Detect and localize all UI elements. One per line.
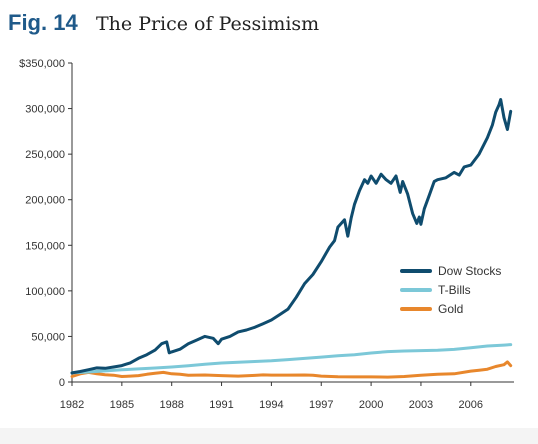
x-axis: 1982 1985 1988 1991 1994 1997 2000 2003 2006 <box>60 381 514 411</box>
y-tick-label: 50,000 <box>31 331 65 343</box>
plot-area: 0 50,000 100,000 150,000 200,000 250,000 300,0… <box>19 58 514 411</box>
legend-label-gold: Gold <box>438 302 463 316</box>
y-tick-label: 100,000 <box>25 286 65 298</box>
legend-label-dow-stocks: Dow Stocks <box>438 264 501 278</box>
x-tick-label: 1997 <box>309 399 333 411</box>
x-tick-label: 1994 <box>259 399 283 411</box>
y-tick-label: 250,000 <box>25 149 65 161</box>
legend: Dow Stocks T-Bills Gold <box>400 264 501 316</box>
x-tick-label: 2000 <box>359 399 383 411</box>
series-line-t-bills <box>70 343 513 375</box>
y-axis: 0 50,000 100,000 150,000 200,000 250,000 300,0… <box>19 58 73 389</box>
x-tick-label: 1991 <box>209 399 233 411</box>
x-tick-label: 2003 <box>409 399 433 411</box>
figure-label: Fig. 14 <box>8 10 78 35</box>
series-layer <box>70 98 513 379</box>
x-tick-label: 1982 <box>60 399 84 411</box>
y-tick-label: $350,000 <box>19 58 65 70</box>
series-line-gold <box>70 360 513 379</box>
bottom-band <box>0 428 538 444</box>
y-tick-label: 0 <box>59 377 65 389</box>
x-tick-label: 2006 <box>459 399 483 411</box>
x-tick-label: 1985 <box>110 399 134 411</box>
legend-label-t-bills: T-Bills <box>438 283 471 297</box>
figure-title: The Price of Pessimism <box>96 13 319 35</box>
series-line-dow-stocks <box>70 98 513 375</box>
x-tick-label: 1988 <box>159 399 183 411</box>
y-tick-label: 200,000 <box>25 195 65 207</box>
y-tick-label: 300,000 <box>25 104 65 116</box>
y-tick-label: 150,000 <box>25 240 65 252</box>
